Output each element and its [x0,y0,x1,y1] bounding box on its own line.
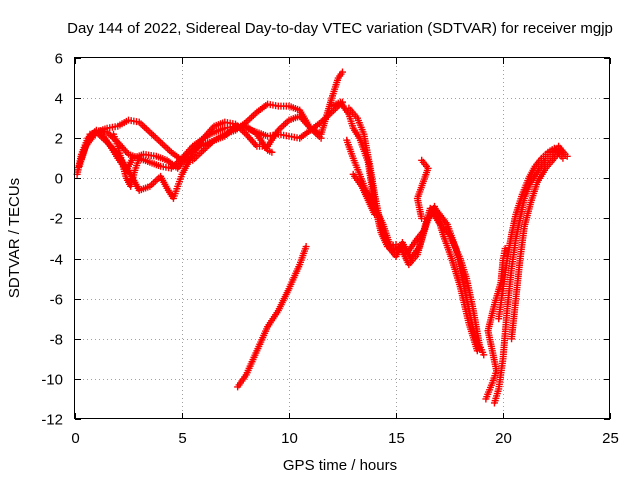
y-tick-label: -4 [50,252,63,269]
y-tick-label: -8 [50,332,63,349]
data-point [371,210,379,218]
data-point [480,351,488,359]
grid [75,58,610,419]
x-tick-label: 25 [602,430,619,447]
data-point [418,214,426,222]
y-axis-label: SDTVAR / TECUs [6,178,23,298]
y-tick-label: -2 [50,211,63,228]
x-tick-label: 15 [388,430,405,447]
data-point [268,148,276,156]
y-tick-label: -12 [41,412,63,429]
x-tick-label: 0 [71,430,79,447]
y-tick-label: -6 [50,292,63,309]
data-points [73,68,571,407]
data-point [559,154,567,162]
x-axis-label: GPS time / hours [283,457,397,474]
y-tick-label: 2 [55,131,63,148]
data-point [339,68,346,76]
x-tick-label: 20 [495,430,512,447]
plot-frame [74,57,610,419]
axis-ticks: 0 5 10 15 20 25 -12 -10 -8 -6 -4 -2 0 2 4 6 [41,51,619,448]
chart-title: Day 144 of 2022, Sidereal Day-to-day VTE… [67,20,613,37]
x-tick-label: 10 [281,430,298,447]
data-point [302,243,310,251]
data-point [135,154,143,162]
y-tick-label: 0 [55,171,63,188]
data-point [501,245,509,253]
y-tick-label: 4 [55,91,63,108]
data-point [563,152,571,160]
x-tick-label: 5 [178,430,186,447]
data-point [317,134,325,142]
y-tick-label: -10 [41,372,63,389]
y-tick-label: 6 [55,51,63,68]
data-point [473,347,481,355]
